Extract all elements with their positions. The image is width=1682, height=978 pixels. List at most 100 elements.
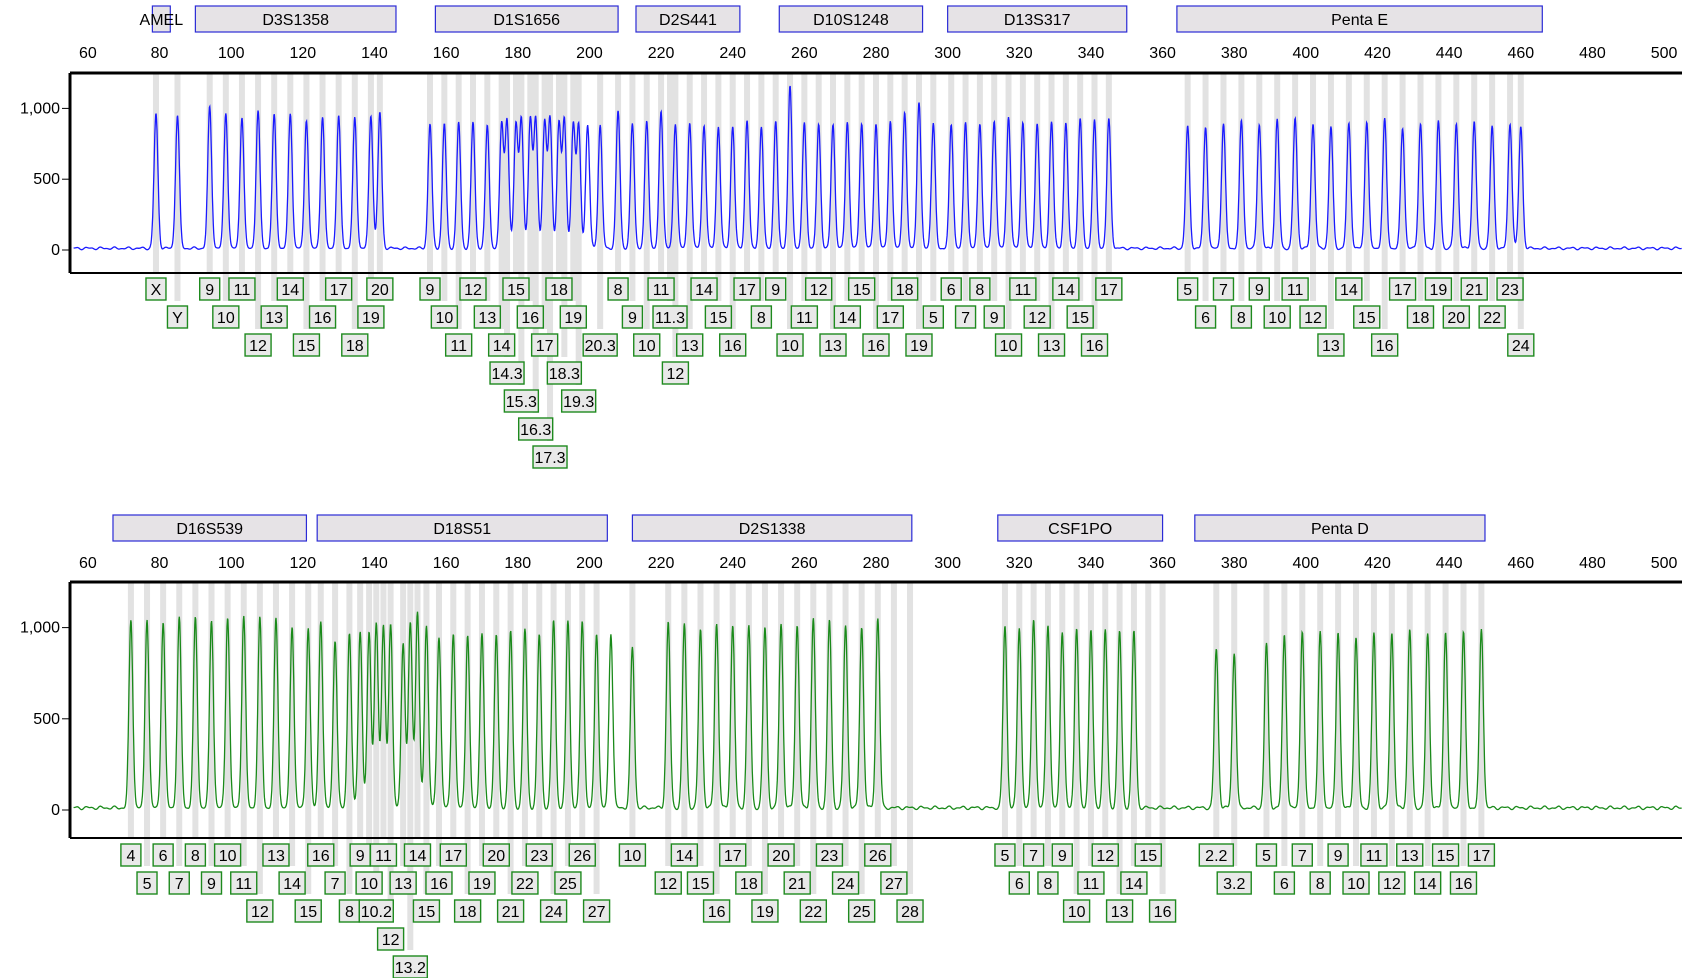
allele-label: 13 xyxy=(478,310,496,327)
allele-label-box xyxy=(357,305,385,329)
x-tick-label: 380 xyxy=(1221,555,1248,572)
allele-label-box xyxy=(1388,277,1417,301)
allele-label-box xyxy=(341,333,369,357)
allele-label: 8 xyxy=(345,904,354,921)
allele-label: 12 xyxy=(249,338,267,355)
allele-bin xyxy=(1105,73,1112,273)
allele-label-box xyxy=(790,305,819,329)
x-tick-label: 480 xyxy=(1579,45,1606,62)
allele-bin xyxy=(858,73,865,273)
allele-label-box xyxy=(545,277,573,301)
allele-bin xyxy=(470,73,476,273)
allele-bin xyxy=(387,582,394,922)
allele-label: 8 xyxy=(757,310,766,327)
x-tick-label: 160 xyxy=(433,45,460,62)
allele-label: 17 xyxy=(881,310,899,327)
locus-label: D1S1656 xyxy=(493,12,560,29)
locus-box xyxy=(316,514,608,542)
allele-label-box xyxy=(776,333,804,357)
allele-bin xyxy=(555,73,562,273)
allele-label-box xyxy=(1216,871,1252,895)
allele-label-box xyxy=(1212,277,1235,301)
allele-label: 17.3 xyxy=(534,450,565,467)
allele-label: 11 xyxy=(1015,282,1032,299)
allele-label-box xyxy=(1353,305,1381,329)
allele-bin xyxy=(152,73,159,273)
locus-label: D18S51 xyxy=(433,521,491,538)
allele-bin xyxy=(176,582,183,866)
allele-label-box xyxy=(554,871,582,895)
x-tick-label: 480 xyxy=(1579,555,1606,572)
allele-label: 16 xyxy=(1455,876,1473,893)
allele-bin xyxy=(317,582,324,838)
allele-label: 8 xyxy=(191,848,200,865)
allele-bin xyxy=(238,73,245,273)
panel-1: AMEL D3S1358 D1S1656 D2S441 D10S1248 D13S317 P… xyxy=(20,5,1682,469)
allele-label: 17 xyxy=(724,848,742,865)
allele-label: 9 xyxy=(990,310,999,327)
allele-label-box xyxy=(324,871,346,895)
allele-label-box xyxy=(1327,843,1349,867)
allele-label-box xyxy=(453,899,482,923)
x-tick-label: 100 xyxy=(218,555,245,572)
allele-bin xyxy=(512,73,519,273)
allele-label-box xyxy=(1080,333,1109,357)
allele-label: 11 xyxy=(653,282,670,299)
allele-label: 15 xyxy=(299,904,317,921)
allele-label-box xyxy=(358,899,394,923)
allele-label-box xyxy=(719,333,747,357)
allele-label-box xyxy=(783,871,811,895)
allele-label-box xyxy=(764,277,787,301)
allele-label-box xyxy=(1091,843,1119,867)
allele-label-box xyxy=(647,277,675,301)
allele-label: 10 xyxy=(1347,876,1365,893)
allele-bin xyxy=(745,582,752,866)
allele-label: 16 xyxy=(1376,338,1394,355)
allele-label-box xyxy=(1507,333,1535,357)
allele-label: 7 xyxy=(331,876,340,893)
allele-label: 7 xyxy=(1029,848,1038,865)
allele-bin xyxy=(484,73,491,301)
allele-label: 15 xyxy=(298,338,316,355)
allele-bin xyxy=(1507,73,1514,273)
allele-bin xyxy=(1238,73,1245,301)
allele-label-box xyxy=(621,305,644,329)
allele-label-box xyxy=(1424,277,1453,301)
allele-bin xyxy=(1292,73,1299,273)
allele-label: 12 xyxy=(659,876,677,893)
allele-label-box xyxy=(1051,843,1073,867)
allele-label: 8 xyxy=(1316,876,1325,893)
allele-bin xyxy=(351,73,358,329)
allele-bin xyxy=(787,73,794,329)
allele-bin xyxy=(615,73,622,273)
allele-bin xyxy=(801,73,808,301)
allele-bin xyxy=(1417,73,1424,301)
allele-label: 17 xyxy=(536,338,554,355)
signal-trace xyxy=(73,85,1682,251)
allele-label-box xyxy=(366,277,394,301)
allele-label-box xyxy=(750,305,773,329)
allele-label: 17 xyxy=(444,848,462,865)
allele-label: 24 xyxy=(837,876,855,893)
x-tick-label: 500 xyxy=(1651,45,1678,62)
allele-bin xyxy=(541,73,548,329)
allele-label-box xyxy=(1052,277,1080,301)
allele-label-box xyxy=(1077,871,1105,895)
allele-label: 14 xyxy=(1419,876,1437,893)
allele-label-box xyxy=(1062,899,1091,923)
allele-label-box xyxy=(1370,333,1399,357)
allele-label: 14 xyxy=(695,282,713,299)
allele-label-box xyxy=(751,899,779,923)
allele-label: 9 xyxy=(1334,848,1343,865)
allele-label: 25 xyxy=(853,904,871,921)
x-tick-label: 200 xyxy=(576,45,603,62)
allele-label-box xyxy=(735,871,763,895)
allele-label: 20 xyxy=(1447,310,1465,327)
allele-label: 11 xyxy=(1083,876,1100,893)
allele-bin xyxy=(842,582,849,866)
locus-box xyxy=(1176,5,1543,33)
allele-label: 11 xyxy=(796,310,813,327)
allele-bin xyxy=(772,73,779,273)
allele-bin xyxy=(976,73,983,273)
allele-bin xyxy=(346,582,353,894)
